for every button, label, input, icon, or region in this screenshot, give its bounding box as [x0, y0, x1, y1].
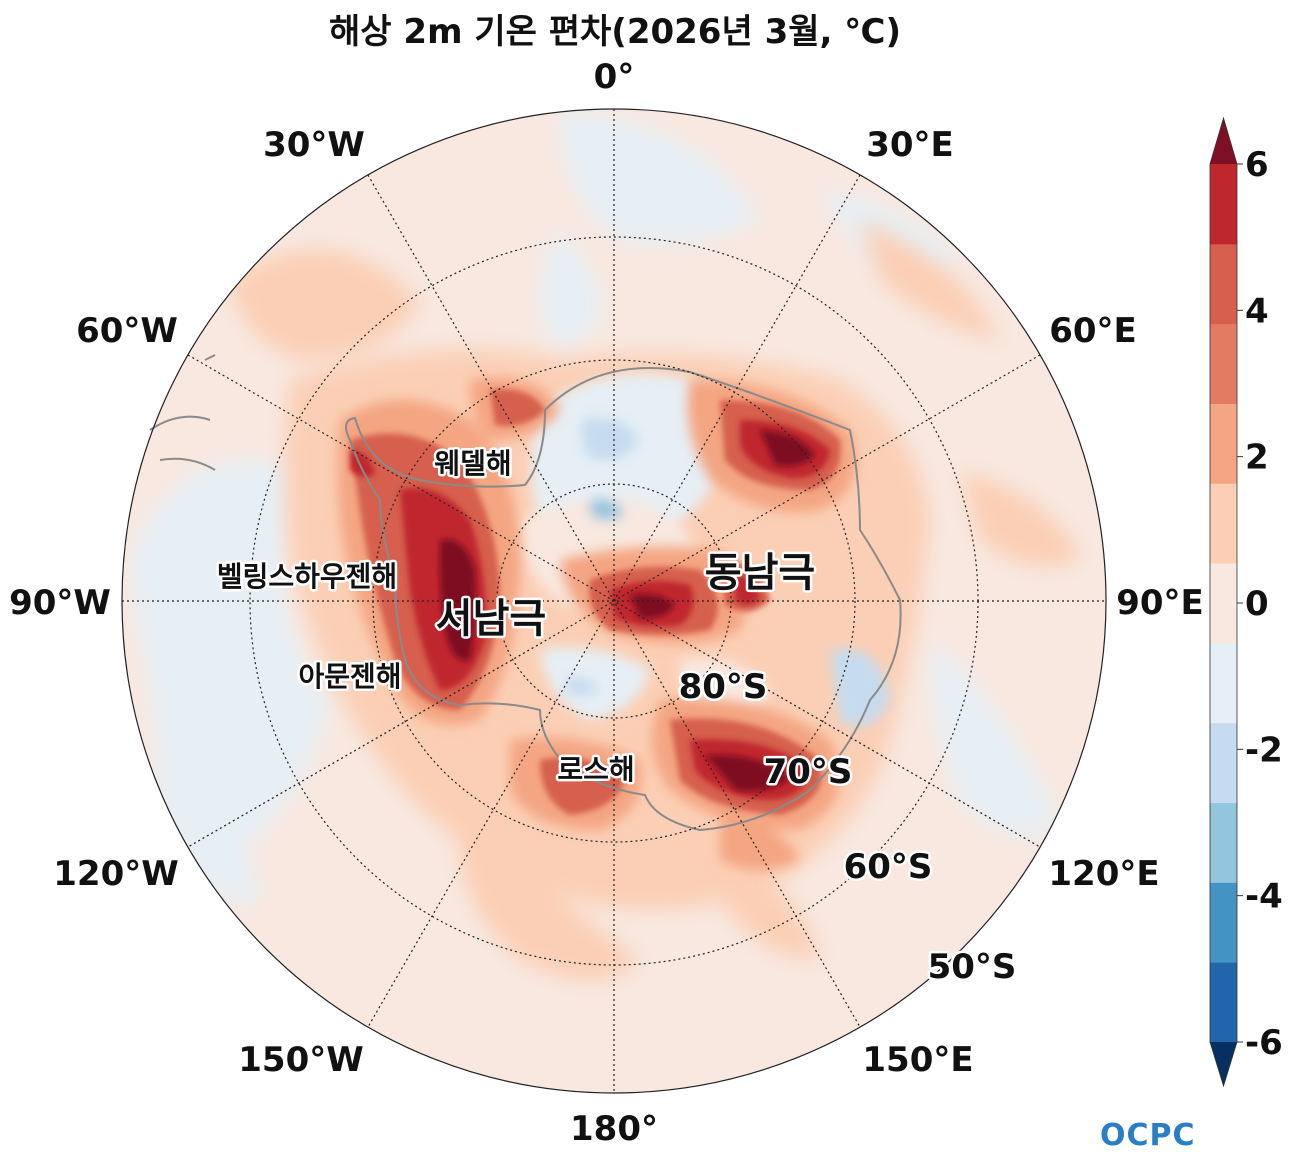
colorbar-segment: [1210, 802, 1237, 883]
region-label-weddell: 웨델해: [434, 447, 511, 480]
lat-label-60s: 60°S: [844, 847, 933, 887]
region-label-bellingshausen: 벨링스하우젠해: [217, 560, 397, 593]
lat-label-80s: 80°S: [679, 667, 768, 707]
lon-label-150e: 150°E: [862, 1040, 973, 1080]
lon-label-30w: 30°W: [263, 125, 365, 165]
colorbar-ticks: 6 4 2 0 -2 -4 -6: [1237, 145, 1283, 1063]
lat-label-70s: 70°S: [764, 752, 853, 792]
lon-label-90e: 90°E: [1116, 583, 1204, 623]
lon-label-0: 0°: [594, 57, 635, 97]
colorbar-tick-label: 0: [1245, 584, 1269, 624]
colorbar-segment: [1210, 882, 1237, 963]
longitude-labels: 0° 30°E 60°E 90°E 120°E 150°E 180° 150°W…: [9, 57, 1204, 1149]
ocpc-logo: OCPC: [1100, 1118, 1196, 1153]
lon-label-120e: 120°E: [1048, 854, 1159, 894]
region-label-ross: 로스해: [557, 753, 634, 786]
colorbar-extend-max: [1210, 118, 1237, 164]
colorbar-tick-label: -2: [1245, 730, 1283, 770]
lon-label-150w: 150°W: [238, 1040, 363, 1080]
lon-label-60w: 60°W: [76, 311, 178, 351]
map-title: 해상 2m 기온 편차(2026년 3월, ℃): [329, 12, 901, 52]
region-label-east-antarctica: 동남극: [705, 550, 815, 596]
colorbar-segment: [1210, 164, 1237, 245]
colorbar-segment: [1210, 483, 1237, 564]
lon-label-30e: 30°E: [866, 125, 954, 165]
graticule: [122, 109, 1106, 1093]
latitude-labels: 80°S 70°S 60°S 50°S: [676, 665, 1019, 990]
colorbar-segment: [1210, 962, 1237, 1043]
lon-label-180: 180°: [570, 1109, 658, 1149]
region-label-west-antarctica: 서남극: [436, 596, 546, 642]
region-labels: 웨델해 벨링스하우젠해 아문젠해 로스해 서남극 동남극: [214, 445, 817, 789]
colorbar-segments: [1209, 116, 1238, 1088]
colorbar-tick-label: -4: [1245, 877, 1283, 917]
colorbar-tick-label: 2: [1245, 438, 1269, 478]
colorbar-segment: [1210, 722, 1237, 804]
colorbar-tick-label: 6: [1245, 145, 1269, 185]
colorbar-segment: [1210, 323, 1237, 404]
region-label-amundsen: 아문젠해: [298, 660, 401, 693]
colorbar-segment: [1210, 403, 1237, 484]
map-boundary: [121, 108, 1107, 1094]
lat-label-50s: 50°S: [928, 947, 1017, 987]
lon-label-60e: 60°E: [1049, 311, 1137, 351]
lon-label-90w: 90°W: [9, 583, 111, 623]
colorbar: 6 4 2 0 -2 -4 -6: [1209, 116, 1283, 1088]
coastline: [149, 354, 902, 832]
colorbar-tick-label: 4: [1245, 291, 1269, 331]
colorbar-tick-label: -6: [1245, 1023, 1283, 1063]
colorbar-extend-min: [1210, 1042, 1237, 1086]
colorbar-segment: [1210, 642, 1237, 724]
lon-label-120w: 120°W: [53, 854, 178, 894]
colorbar-segment: [1210, 563, 1237, 644]
colorbar-segment: [1210, 243, 1237, 325]
